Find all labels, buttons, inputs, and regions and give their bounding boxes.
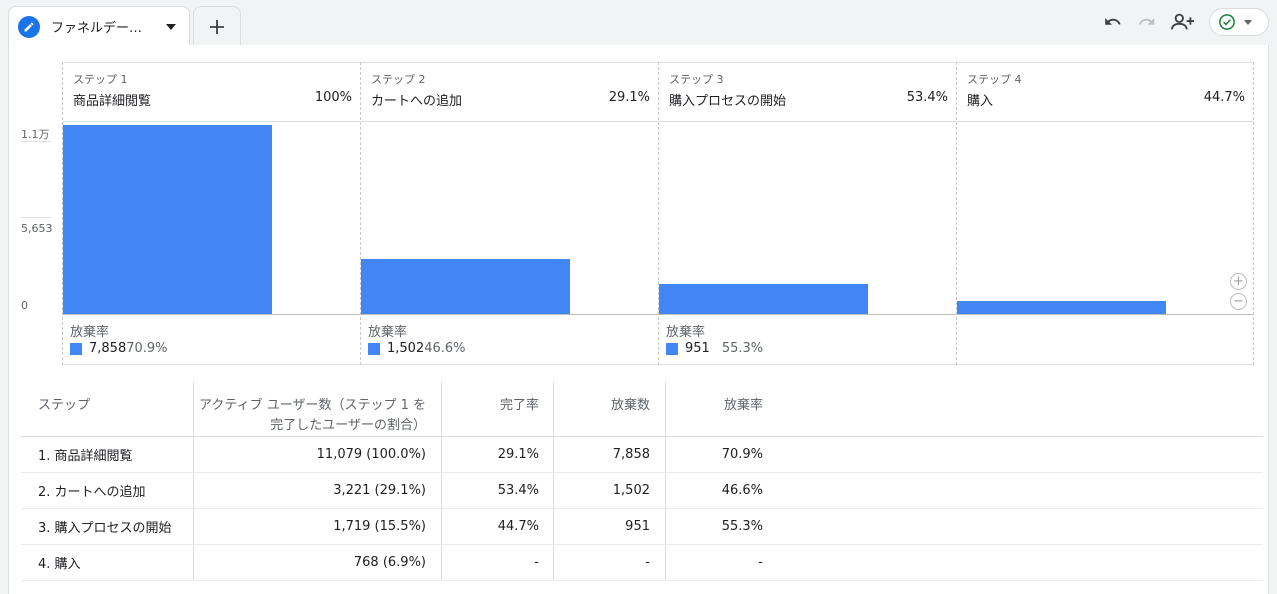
toolbar — [1103, 6, 1269, 38]
cell-step: 1. 商品詳細閲覧 — [21, 437, 194, 472]
add-tab-button[interactable] — [193, 6, 241, 46]
zoom-out-icon[interactable]: − — [1230, 293, 1247, 310]
check-circle-icon — [1219, 14, 1235, 30]
header-active-users[interactable]: アクティブ ユーザー数（ステップ 1 を完了したユーザーの割合） — [194, 382, 442, 436]
header-completion-rate[interactable]: 完了率 — [442, 382, 554, 436]
step-number: ステップ 2 — [371, 73, 426, 86]
legend-swatch — [70, 342, 82, 355]
header-abandonments[interactable]: 放棄数 — [554, 382, 666, 436]
cell-active-users: 1,719 (15.5%) — [194, 509, 442, 544]
abandon-value[interactable]: 951 55.3% — [666, 341, 763, 356]
step-name: カートへの追加 — [371, 94, 463, 109]
abandon-section — [957, 314, 1253, 365]
top-bar: ファネルデー… — [0, 0, 1277, 46]
funnel-bar-step-1[interactable] — [63, 125, 272, 314]
pencil-icon[interactable] — [18, 15, 40, 38]
abandon-count: 951 — [685, 341, 710, 356]
cell-abandonments: 951 — [554, 509, 666, 544]
cell-abandon-rate: 46.6% — [721, 483, 763, 498]
cell-abandon-rate: 70.9% — [721, 447, 763, 462]
step-header[interactable]: ステップ 2 カートへの追加 29.1% — [361, 62, 658, 122]
cell-active-users: 3,221 (29.1%) — [194, 473, 442, 508]
cell-completion-rate: 29.1% — [442, 437, 554, 472]
y-gridline — [21, 217, 51, 218]
step-name: 購入 — [967, 94, 994, 109]
step-percent: 53.4% — [906, 90, 948, 105]
funnel-step-4: ステップ 4 購入 44.7% — [956, 62, 1254, 365]
cell-active-users: 768 (6.9%) — [194, 545, 442, 580]
abandon-percent: 70.9% — [126, 341, 168, 356]
abandon-percent: 46.6% — [424, 341, 466, 356]
step-percent: 44.7% — [1203, 90, 1245, 105]
table-row[interactable]: 1. 商品詳細閲覧 11,079 (100.0%) 29.1% 7,858 70… — [21, 437, 1263, 473]
exploration-tab[interactable]: ファネルデー… — [8, 6, 190, 46]
status-dropdown[interactable] — [1209, 8, 1269, 36]
cell-abandonments: - — [554, 545, 666, 580]
funnel-card: 1.1万 5,653 0 ステップ 1 商品詳細閲覧 100% 放棄率 7,85… — [8, 45, 1269, 594]
cell-completion-rate: - — [442, 545, 554, 580]
step-header[interactable]: ステップ 4 購入 44.7% — [957, 62, 1253, 122]
step-percent: 100% — [314, 90, 352, 105]
table-row[interactable]: 3. 購入プロセスの開始 1,719 (15.5%) 44.7% 951 55.… — [21, 509, 1263, 545]
y-tick-zero: 0 — [21, 299, 28, 312]
funnel-bar-step-3[interactable] — [659, 284, 868, 314]
abandon-label: 放棄率 — [368, 325, 408, 340]
funnel-table: ステップ アクティブ ユーザー数（ステップ 1 を完了したユーザーの割合） 完了… — [21, 382, 1263, 581]
table-row[interactable]: 4. 購入 768 (6.9%) - - - — [21, 545, 1263, 581]
cell-abandon-rate: - — [758, 555, 763, 570]
funnel-step-1: ステップ 1 商品詳細閲覧 100% 放棄率 7,858 70.9% — [62, 62, 360, 365]
cell-step: 2. カートへの追加 — [21, 473, 194, 508]
funnel-step-3: ステップ 3 購入プロセスの開始 53.4% 放棄率 951 55.3% — [658, 62, 956, 365]
redo-icon[interactable] — [1137, 12, 1157, 32]
abandon-value[interactable]: 7,858 70.9% — [70, 341, 168, 356]
funnel-bar-step-4[interactable] — [957, 300, 1166, 314]
legend-swatch — [666, 342, 678, 355]
step-number: ステップ 4 — [967, 73, 1022, 86]
step-header[interactable]: ステップ 1 商品詳細閲覧 100% — [63, 62, 360, 122]
step-percent: 29.1% — [608, 90, 650, 105]
step-number: ステップ 3 — [669, 73, 724, 86]
abandon-label: 放棄率 — [70, 325, 110, 340]
step-name: 商品詳細閲覧 — [73, 94, 152, 109]
abandon-section: 放棄率 951 55.3% — [659, 314, 956, 365]
cell-abandon-rate: 55.3% — [721, 519, 763, 534]
cell-abandonments: 1,502 — [554, 473, 666, 508]
abandon-count: 1,502 — [387, 341, 425, 356]
abandon-label: 放棄率 — [666, 325, 706, 340]
abandon-section: 放棄率 7,858 70.9% — [63, 314, 360, 365]
abandon-count: 7,858 — [89, 341, 127, 356]
legend-swatch — [368, 342, 380, 355]
share-user-icon[interactable] — [1171, 12, 1195, 32]
y-gridline — [21, 141, 51, 142]
funnel-step-2: ステップ 2 カートへの追加 29.1% 放棄率 1,502 46.6% — [360, 62, 658, 365]
tab-title: ファネルデー… — [51, 21, 143, 36]
cell-abandonments: 7,858 — [554, 437, 666, 472]
header-step[interactable]: ステップ — [21, 382, 194, 436]
cell-completion-rate: 44.7% — [442, 509, 554, 544]
funnel-chart: 1.1万 5,653 0 ステップ 1 商品詳細閲覧 100% 放棄率 7,85… — [9, 45, 1270, 375]
plus-icon — [210, 19, 224, 34]
step-header[interactable]: ステップ 3 購入プロセスの開始 53.4% — [659, 62, 956, 122]
y-tick-max: 1.1万 — [21, 128, 50, 141]
cell-completion-rate: 53.4% — [442, 473, 554, 508]
abandon-section: 放棄率 1,502 46.6% — [361, 314, 658, 365]
cell-step: 4. 購入 — [21, 545, 194, 580]
cell-step: 3. 購入プロセスの開始 — [21, 509, 194, 544]
caret-down-icon — [1244, 19, 1252, 25]
step-number: ステップ 1 — [73, 73, 128, 86]
cell-active-users: 11,079 (100.0%) — [194, 437, 442, 472]
step-name: 購入プロセスの開始 — [669, 94, 787, 109]
y-tick-mid: 5,653 — [21, 222, 53, 235]
undo-icon[interactable] — [1103, 12, 1123, 32]
table-header: ステップ アクティブ ユーザー数（ステップ 1 を完了したユーザーの割合） 完了… — [21, 382, 1263, 437]
caret-down-icon[interactable] — [166, 23, 176, 30]
funnel-bar-step-2[interactable] — [361, 258, 570, 314]
zoom-in-icon[interactable]: + — [1230, 273, 1247, 290]
abandon-value[interactable]: 1,502 46.6% — [368, 341, 466, 356]
table-row[interactable]: 2. カートへの追加 3,221 (29.1%) 53.4% 1,502 46.… — [21, 473, 1263, 509]
header-abandon-rate[interactable]: 放棄率 — [723, 398, 763, 413]
abandon-percent: 55.3% — [721, 341, 764, 356]
